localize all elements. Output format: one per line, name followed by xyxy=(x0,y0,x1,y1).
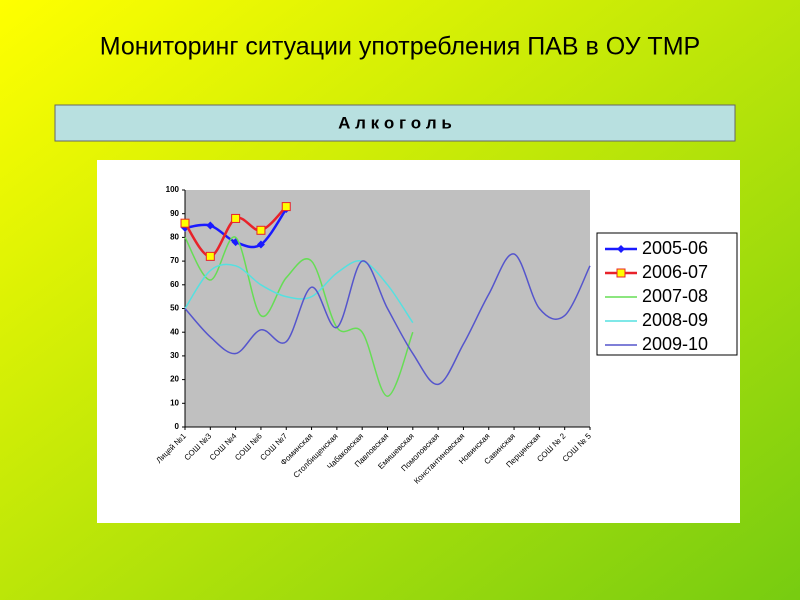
y-tick-label: 50 xyxy=(170,304,179,313)
y-tick-label: 90 xyxy=(170,209,179,218)
legend-label: 2006-07 xyxy=(642,262,708,282)
legend-label: 2008-09 xyxy=(642,310,708,330)
series-line xyxy=(184,236,414,397)
subtitle: А л к о г о л ь xyxy=(338,113,452,132)
y-tick-label: 0 xyxy=(175,422,180,431)
legend-label: 2005-06 xyxy=(642,238,708,258)
legend-label: 2007-08 xyxy=(642,286,708,306)
subtitle-box xyxy=(54,104,736,142)
marker xyxy=(617,245,625,253)
marker xyxy=(205,251,215,261)
y-tick-label: 70 xyxy=(170,256,179,265)
marker xyxy=(256,225,266,235)
marker xyxy=(180,218,190,228)
slide-title: Мониторинг ситуации употребления ПАВ в О… xyxy=(100,33,700,61)
legend-label: 2009-10 xyxy=(642,334,708,354)
series-line xyxy=(184,253,591,386)
y-tick-label: 40 xyxy=(170,327,179,336)
y-tick-label: 10 xyxy=(170,398,179,407)
y-tick-label: 30 xyxy=(170,351,179,360)
legend xyxy=(596,232,738,356)
series-line xyxy=(184,260,414,324)
y-tick-label: 100 xyxy=(166,185,180,194)
marker xyxy=(616,268,626,278)
marker xyxy=(206,221,215,230)
y-tick-label: 60 xyxy=(170,280,179,289)
marker xyxy=(256,240,265,249)
marker xyxy=(231,213,241,223)
y-tick-label: 80 xyxy=(170,233,179,242)
y-tick-label: 20 xyxy=(170,375,179,384)
marker xyxy=(281,202,291,212)
